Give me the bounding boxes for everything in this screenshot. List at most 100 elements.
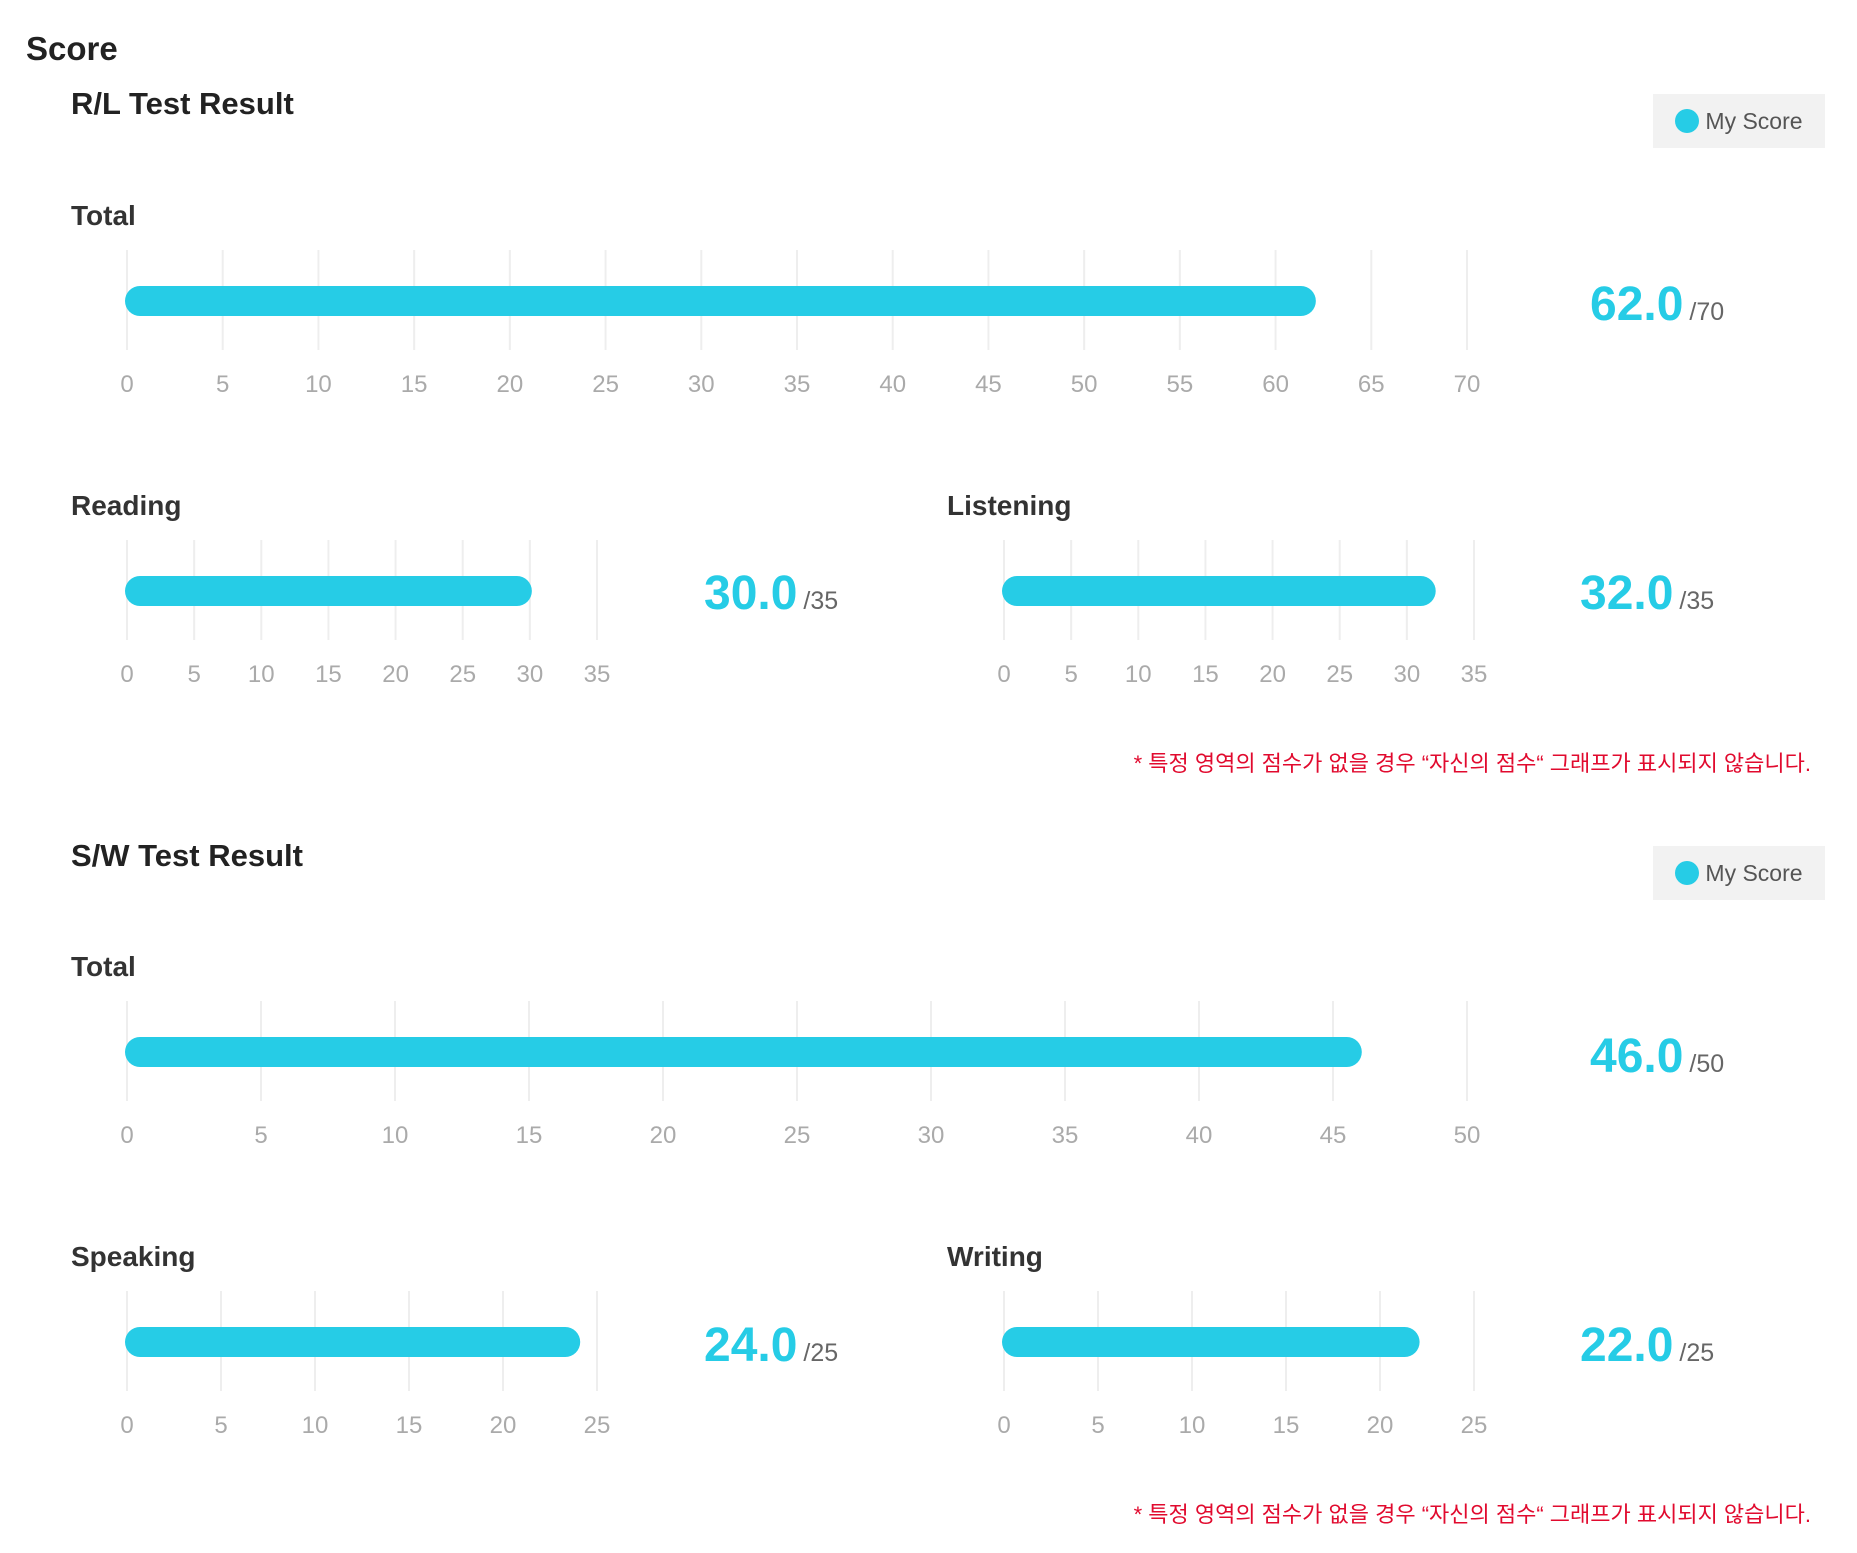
- tick-label: 50: [1071, 371, 1098, 398]
- score-value: 46.0: [1590, 1030, 1684, 1083]
- section-title: R/L Test Result: [71, 86, 294, 121]
- score-max: /25: [1679, 1339, 1715, 1367]
- tick-label: 40: [1186, 1122, 1213, 1149]
- chart-speaking: 0 5 10 15 20 25: [120, 1291, 611, 1439]
- chart-writing: 0 5 10 15 20 25: [997, 1291, 1488, 1439]
- tick-label: 45: [975, 371, 1002, 398]
- footnote: * 특정 영역의 점수가 없을 경우 “자신의 점수“ 그래프가 표시되지 않습…: [1133, 1502, 1811, 1527]
- score-value: 62.0: [1590, 278, 1684, 331]
- score-bar: [125, 576, 532, 606]
- tick-label: 0: [120, 371, 133, 398]
- chart-label: Reading: [71, 490, 182, 521]
- tick-label: 10: [1179, 1412, 1206, 1439]
- tick-label: 15: [315, 661, 342, 688]
- score-bar: [1002, 1327, 1420, 1357]
- section-title: S/W Test Result: [71, 838, 303, 873]
- tick-label: 15: [1192, 661, 1219, 688]
- tick-label: 5: [1064, 661, 1077, 688]
- tick-label: 60: [1262, 371, 1289, 398]
- tick-label: 25: [1461, 1412, 1488, 1439]
- chart-label: Total: [71, 951, 136, 982]
- score-readout: 30.0/35: [704, 566, 838, 621]
- score-bar: [1002, 576, 1436, 606]
- chart-label: Speaking: [71, 1241, 196, 1272]
- score-readout: 62.0/70: [1590, 277, 1724, 332]
- score-readout: 24.0/25: [704, 1318, 838, 1373]
- score-value: 22.0: [1580, 1319, 1674, 1372]
- tick-label: 30: [688, 371, 715, 398]
- tick-label: 0: [120, 1412, 133, 1439]
- tick-label: 45: [1320, 1122, 1347, 1149]
- score-value: 30.0: [704, 567, 798, 620]
- score-max: /50: [1689, 1050, 1725, 1078]
- score-max: /35: [1679, 587, 1715, 615]
- tick-label: 25: [584, 1412, 611, 1439]
- tick-label: 35: [1461, 661, 1488, 688]
- tick-label: 0: [997, 661, 1010, 688]
- tick-label: 20: [1367, 1412, 1394, 1439]
- tick-label: 40: [879, 371, 906, 398]
- tick-label: 70: [1454, 371, 1481, 398]
- tick-label: 50: [1454, 1122, 1481, 1149]
- chart-label: Total: [71, 200, 136, 231]
- legend-label: My Score: [1705, 859, 1803, 886]
- chart-label: Writing: [947, 1241, 1043, 1272]
- tick-label: 55: [1167, 371, 1194, 398]
- chart-label: Listening: [947, 490, 1072, 521]
- score-bar: [125, 286, 1316, 316]
- chart-rl-total: 0 5 10 15 20 25 30 35 40 45 50 55 60 65 70: [120, 250, 1481, 398]
- tick-label: 35: [784, 371, 811, 398]
- score-value: 24.0: [704, 1319, 798, 1372]
- score-value: 32.0: [1580, 567, 1674, 620]
- tick-label: 15: [516, 1122, 543, 1149]
- tick-label: 20: [490, 1412, 517, 1439]
- tick-label: 25: [784, 1122, 811, 1149]
- legend: My Score: [1653, 94, 1825, 148]
- score-max: /25: [803, 1339, 839, 1367]
- tick-label: 10: [302, 1412, 329, 1439]
- score-bar: [125, 1037, 1362, 1067]
- tick-label: 5: [254, 1122, 267, 1149]
- chart-sw-total: 0 5 10 15 20 25 30 35 40 45 50: [120, 1001, 1481, 1149]
- tick-label: 5: [214, 1412, 227, 1439]
- tick-label: 20: [650, 1122, 677, 1149]
- tick-label: 20: [382, 661, 409, 688]
- tick-label: 25: [1326, 661, 1353, 688]
- tick-label: 25: [449, 661, 476, 688]
- tick-label: 35: [1052, 1122, 1079, 1149]
- score-bar: [125, 1327, 581, 1357]
- tick-label: 5: [216, 371, 229, 398]
- legend-dot-icon: [1675, 861, 1700, 885]
- tick-label: 20: [497, 371, 524, 398]
- tick-label: 5: [187, 661, 200, 688]
- tick-label: 10: [305, 371, 332, 398]
- score-readout: 22.0/25: [1580, 1318, 1714, 1373]
- chart-listening: 0 5 10 15 20 25 30 35: [997, 540, 1488, 688]
- tick-label: 35: [584, 661, 611, 688]
- tick-label: 20: [1259, 661, 1286, 688]
- score-max: /70: [1689, 298, 1725, 326]
- tick-label: 15: [1273, 1412, 1300, 1439]
- legend: My Score: [1653, 846, 1825, 900]
- tick-label: 0: [120, 661, 133, 688]
- tick-label: 15: [396, 1412, 423, 1439]
- score-max: /35: [803, 587, 839, 615]
- chart-reading: 0 5 10 15 20 25 30 35: [120, 540, 611, 688]
- score-readout: 46.0/50: [1590, 1029, 1724, 1084]
- tick-label: 10: [382, 1122, 409, 1149]
- tick-label: 0: [120, 1122, 133, 1149]
- legend-label: My Score: [1705, 107, 1803, 134]
- legend-dot-icon: [1675, 109, 1700, 133]
- tick-label: 10: [1125, 661, 1152, 688]
- tick-label: 30: [1394, 661, 1421, 688]
- footnote: * 특정 영역의 점수가 없을 경우 “자신의 점수“ 그래프가 표시되지 않습…: [1133, 751, 1811, 776]
- tick-label: 15: [401, 371, 428, 398]
- tick-label: 5: [1091, 1412, 1104, 1439]
- score-readout: 32.0/35: [1580, 566, 1714, 621]
- tick-label: 10: [248, 661, 275, 688]
- tick-label: 0: [997, 1412, 1010, 1439]
- tick-label: 65: [1358, 371, 1385, 398]
- tick-label: 30: [517, 661, 544, 688]
- tick-label: 25: [592, 371, 619, 398]
- page-title: Score: [26, 30, 118, 67]
